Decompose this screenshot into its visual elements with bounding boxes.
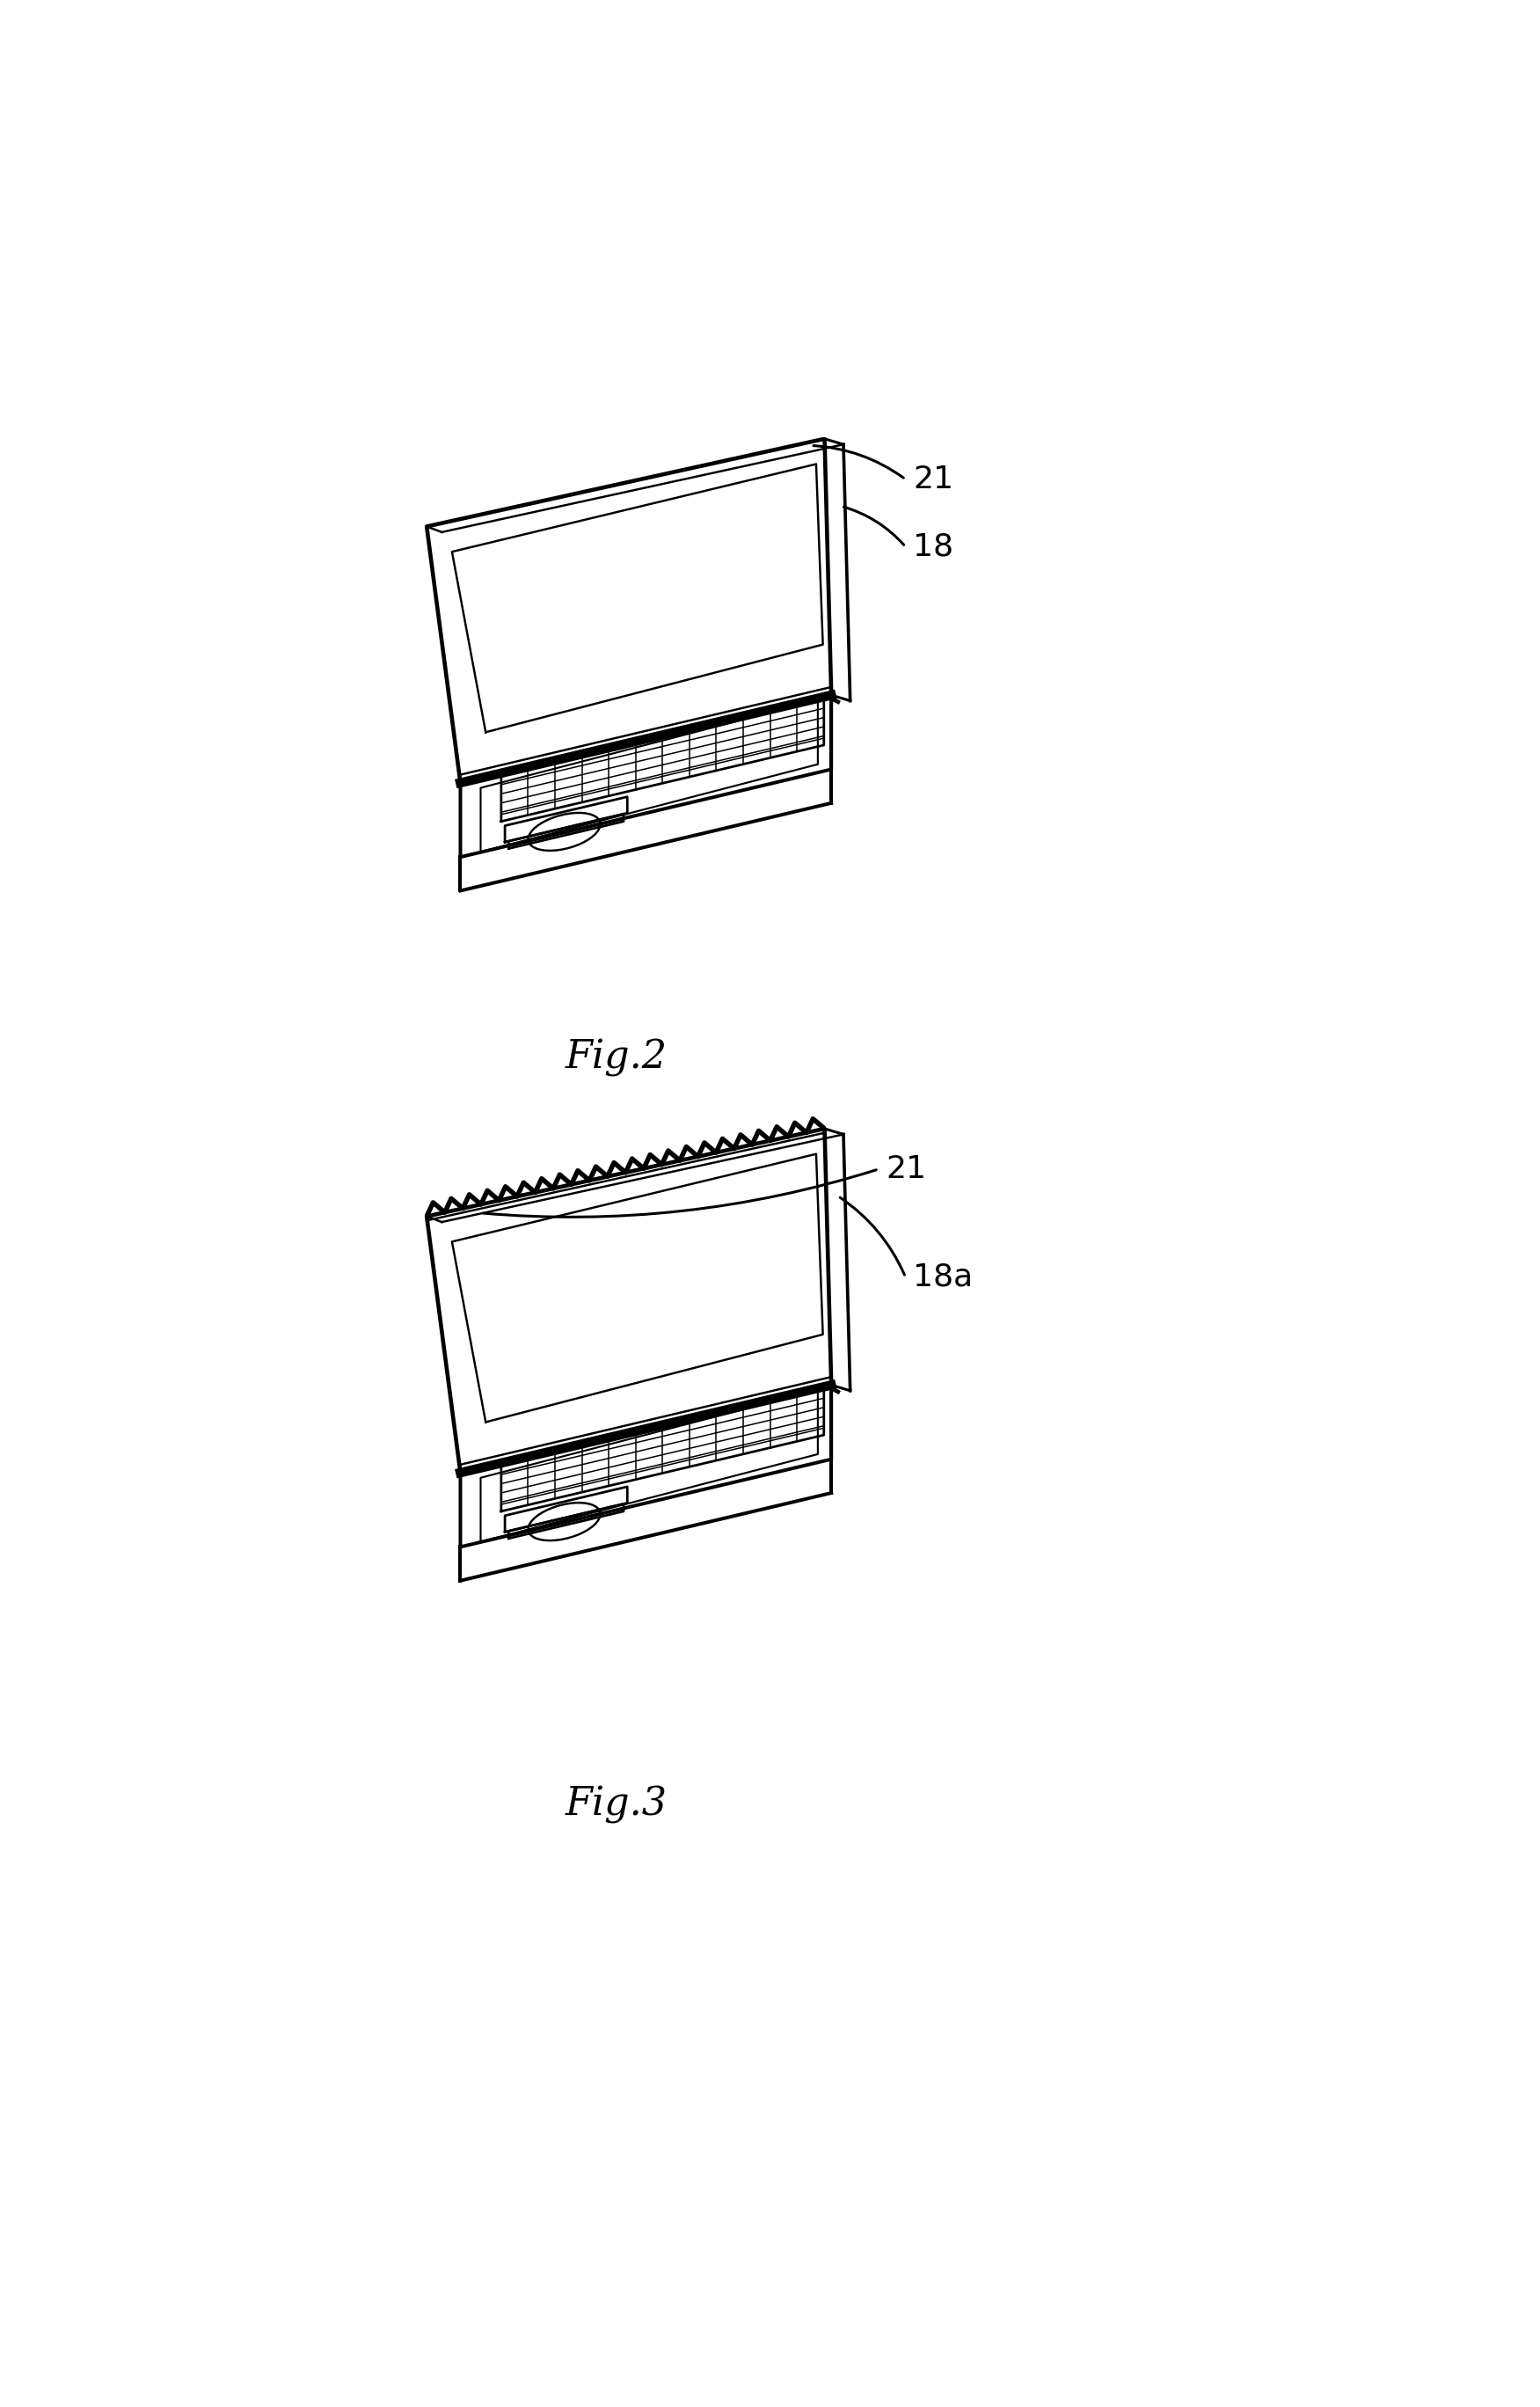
Text: 21: 21 [913, 465, 953, 493]
Text: 18: 18 [913, 532, 953, 561]
Text: Fig.3: Fig.3 [565, 1786, 668, 1825]
Text: 21: 21 [885, 1155, 927, 1184]
Text: 18a: 18a [913, 1261, 973, 1293]
Text: Fig.2: Fig.2 [565, 1040, 668, 1076]
